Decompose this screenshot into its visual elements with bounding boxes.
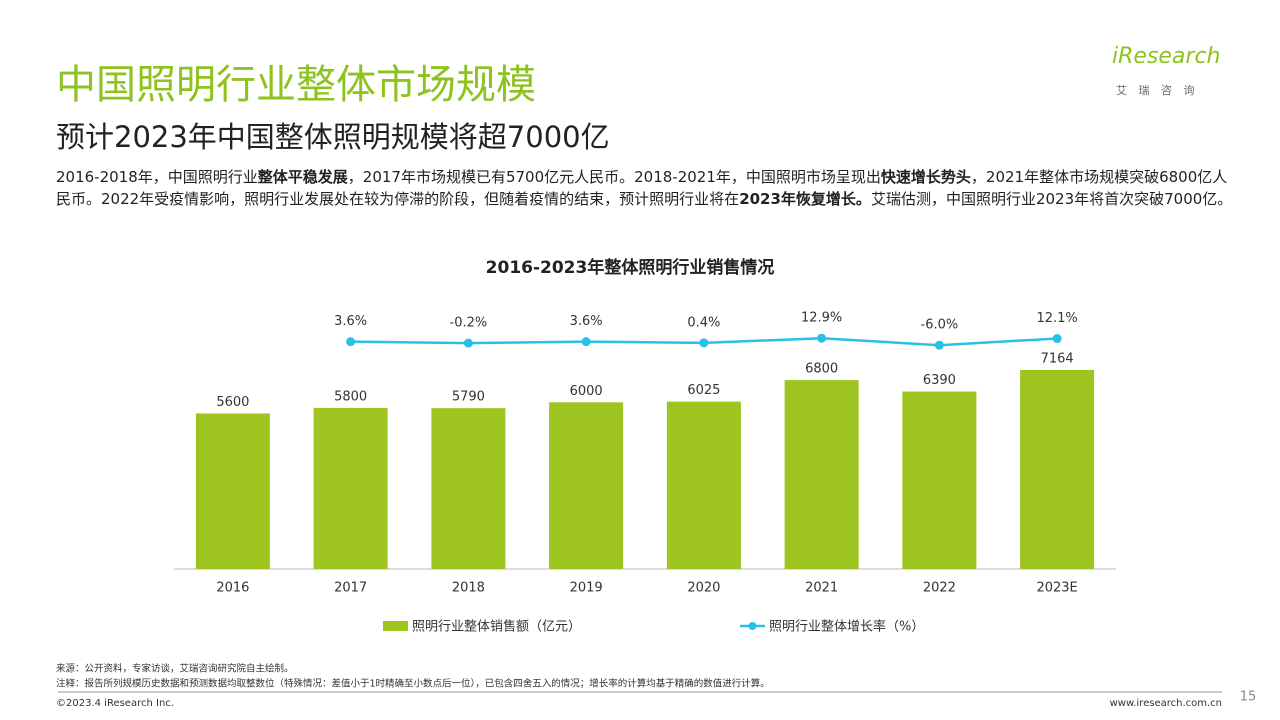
growth-label: -6.0%	[921, 318, 959, 333]
growth-label: 0.4%	[687, 315, 720, 330]
paragraph-segment: 快速增长势头	[880, 168, 971, 186]
logo: iResearch	[1112, 44, 1221, 69]
bar-label: 5800	[334, 389, 367, 404]
x-tick-label: 2019	[570, 581, 603, 596]
bar	[666, 401, 741, 569]
bar	[313, 407, 388, 569]
bar	[195, 413, 270, 569]
bar-label: 5790	[452, 390, 485, 405]
growth-label: -0.2%	[450, 316, 488, 331]
legend-label: 照明行业整体销售额（亿元）	[412, 619, 581, 635]
paragraph-segment: 艾瑞估测，中国照明行业2023年将首次突破7000亿。	[870, 190, 1233, 208]
url: www.iresearch.com.cn	[1110, 698, 1222, 709]
growth-label: 3.6%	[334, 314, 367, 329]
bar-label: 6800	[805, 362, 838, 377]
x-tick-label: 2018	[452, 581, 485, 596]
bar-label: 6025	[687, 383, 720, 398]
x-tick-label: 2021	[805, 581, 838, 596]
bar	[1020, 370, 1095, 569]
source: 来源：公开资料，专家访谈，艾瑞咨询研究院自主绘制。	[56, 663, 294, 675]
note: 注释：报告所列规模历史数据和预测数据均取整数位（特殊情况：差值小于1时精确至小数…	[56, 678, 770, 690]
growth-label: 12.1%	[1036, 311, 1077, 326]
growth-label: 3.6%	[570, 314, 603, 329]
paragraph-segment: ，2017年市场规模已有5700亿元人民币。2018-2021年，中国照明市场呈…	[347, 168, 881, 186]
copyright: ©2023.4 iResearch Inc.	[56, 698, 174, 709]
bar-label: 5600	[216, 395, 249, 410]
bar	[784, 380, 859, 569]
paragraph-segment: 2016-2018年，中国照明行业	[56, 168, 258, 186]
growth-point	[1052, 334, 1062, 344]
paragraph-segment: 2023年恢复增长。	[739, 190, 871, 208]
page-number: 15	[1240, 690, 1257, 705]
bar-label: 6000	[570, 384, 603, 399]
bar-label: 7164	[1041, 352, 1074, 367]
growth-point	[346, 337, 356, 347]
x-tick-label: 2020	[687, 581, 720, 596]
paragraph-segment: ，2021年整体市场规模突破6800亿人民币。2022年受疫情影响，照明行业发展…	[56, 168, 1228, 208]
x-tick-label: 2016	[216, 581, 249, 596]
legend-swatch	[383, 621, 408, 631]
paragraph: 2016-2018年，中国照明行业整体平稳发展，2017年市场规模已有5700亿…	[56, 166, 1236, 210]
growth-point	[581, 337, 591, 347]
growth-point	[463, 338, 473, 348]
legend-label: 照明行业整体增长率（%）	[769, 619, 924, 635]
bar	[431, 408, 506, 569]
legend-swatch-dot	[748, 622, 757, 630]
growth-label: 12.9%	[801, 311, 842, 326]
bar	[549, 402, 624, 569]
growth-point	[699, 338, 709, 348]
growth-point	[817, 333, 827, 343]
bar	[902, 391, 977, 569]
title: 中国照明行业整体市场规模	[56, 62, 536, 108]
growth-point	[934, 340, 944, 350]
x-tick-label: 2017	[334, 581, 367, 596]
paragraph-segment: 整体平稳发展	[257, 168, 348, 186]
x-tick-label: 2022	[923, 581, 956, 596]
x-tick-label: 2023E	[1036, 581, 1077, 596]
logo-cn: 艾 瑞 咨 询	[1116, 84, 1199, 97]
subtitle: 预计2023年中国整体照明规模将超7000亿	[56, 120, 610, 154]
bar-label: 6390	[923, 373, 956, 388]
chart-title: 2016-2023年整体照明行业销售情况	[486, 257, 775, 278]
